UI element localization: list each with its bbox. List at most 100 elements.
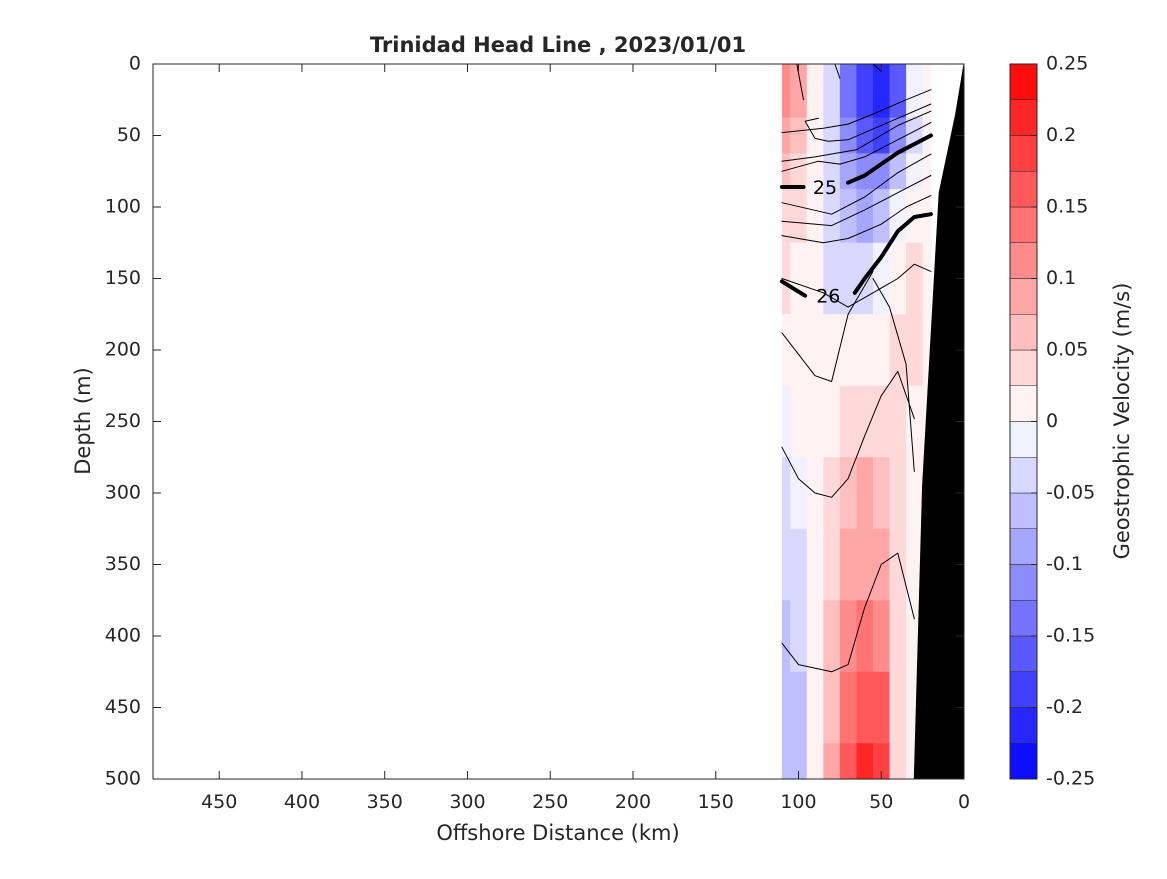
colorbar-tick-label: -0.2 [1046, 696, 1083, 718]
velocity-cell [823, 600, 841, 673]
x-tick-label: 50 [869, 791, 893, 813]
velocity-cell [872, 671, 891, 744]
velocity-cell [781, 117, 791, 154]
density-contour [781, 263, 932, 308]
velocity-cell [839, 528, 858, 601]
density-contour [796, 63, 804, 101]
velocity-cell [906, 314, 924, 387]
velocity-cell [790, 314, 808, 387]
velocity-cell [839, 242, 858, 315]
velocity-cell [872, 457, 891, 530]
velocity-cell [856, 314, 874, 387]
velocity-cell [922, 314, 932, 387]
velocity-cell [839, 314, 858, 387]
velocity-cell [872, 385, 891, 458]
velocity-cell [839, 671, 858, 744]
colorbar-segment [1009, 457, 1038, 494]
velocity-cell [872, 81, 891, 119]
velocity-cell [781, 314, 791, 387]
density-contour [781, 110, 932, 162]
velocity-cell [781, 153, 791, 190]
velocity-cell [781, 457, 791, 530]
velocity-cell [906, 528, 924, 601]
velocity-cell [806, 153, 824, 190]
velocity-cell [823, 671, 841, 744]
y-tick-label: 450 [105, 696, 141, 718]
colorbar-tick-label: 0.1 [1046, 267, 1076, 289]
x-tick-label: 450 [201, 791, 237, 813]
colorbar-segment [1009, 99, 1038, 136]
velocity-cell [889, 671, 907, 744]
colorbar-tick-label: -0.05 [1046, 482, 1095, 504]
velocity-cell [790, 81, 808, 119]
colorbar-segment [1009, 492, 1038, 529]
density-contour [872, 63, 882, 72]
velocity-cell [790, 117, 808, 154]
colorbar-tick-label: 0.25 [1046, 53, 1088, 75]
velocity-cell [839, 385, 858, 458]
y-tick-label: 200 [105, 339, 141, 361]
colorbar-tick-label: -0.15 [1046, 625, 1095, 647]
velocity-cell [806, 528, 824, 601]
velocity-cell [823, 457, 841, 530]
colorbar-segment [1009, 600, 1038, 637]
velocity-cell [806, 117, 824, 154]
velocity-cell [790, 528, 808, 601]
x-tick-label: 300 [449, 791, 485, 813]
density-contour-bold [779, 279, 808, 298]
density-contour [781, 122, 932, 172]
velocity-cell [856, 117, 874, 154]
velocity-cell [806, 600, 824, 673]
velocity-cell [922, 242, 932, 315]
y-tick-label: 400 [105, 625, 141, 647]
y-tick-label: 0 [129, 53, 141, 75]
density-contour [781, 153, 932, 215]
velocity-cell [872, 743, 891, 780]
velocity-cell [906, 242, 924, 315]
velocity-cell [922, 81, 932, 119]
x-tick-label: 400 [284, 791, 320, 813]
density-contour [781, 552, 915, 673]
velocity-cell [889, 528, 907, 601]
velocity-cell [906, 64, 924, 83]
colorbar-segment [1009, 278, 1038, 315]
velocity-cell [889, 153, 907, 190]
colorbar-segment [1009, 635, 1038, 672]
x-axis: 450 400 350 300 250 200 150 100 50 0 [201, 64, 970, 813]
velocity-cell [790, 189, 808, 244]
x-tick-label: 150 [698, 791, 734, 813]
colorbar-segment [1009, 171, 1038, 208]
colorbar-segment [1009, 206, 1038, 243]
velocity-cell [806, 385, 824, 458]
velocity-cell [806, 743, 824, 780]
colorbar-tick-label: 0.2 [1046, 124, 1076, 146]
velocity-cell [790, 600, 808, 673]
y-tick-label: 150 [105, 267, 141, 289]
velocity-cell [856, 671, 874, 744]
velocity-cell [889, 600, 907, 673]
colorbar-segment [1009, 135, 1038, 172]
colorbar-tick-label: -0.1 [1046, 553, 1083, 575]
velocity-cell [806, 242, 824, 315]
colorbar-segment [1009, 314, 1038, 351]
velocity-cell [790, 385, 808, 458]
velocity-cell [781, 81, 791, 119]
colorbar-tick-label: -0.25 [1046, 768, 1095, 790]
density-contour [804, 103, 932, 142]
velocity-cell [856, 743, 874, 780]
velocity-cell [823, 314, 841, 387]
velocity-cell [906, 385, 924, 458]
colorbar-segment [1009, 242, 1038, 279]
velocity-cell [790, 743, 808, 780]
y-tick-label: 100 [105, 196, 141, 218]
colorbar-segment [1009, 743, 1038, 780]
density-contour-layer: 25 26 [779, 63, 933, 673]
velocity-field-layer [781, 64, 932, 780]
velocity-cell [781, 189, 791, 244]
velocity-cell [889, 81, 907, 119]
velocity-cell [806, 81, 824, 119]
y-axis: 0 50 100 150 200 250 300 350 400 450 500 [105, 53, 964, 790]
x-tick-label: 100 [780, 791, 816, 813]
velocity-cell [906, 457, 924, 530]
